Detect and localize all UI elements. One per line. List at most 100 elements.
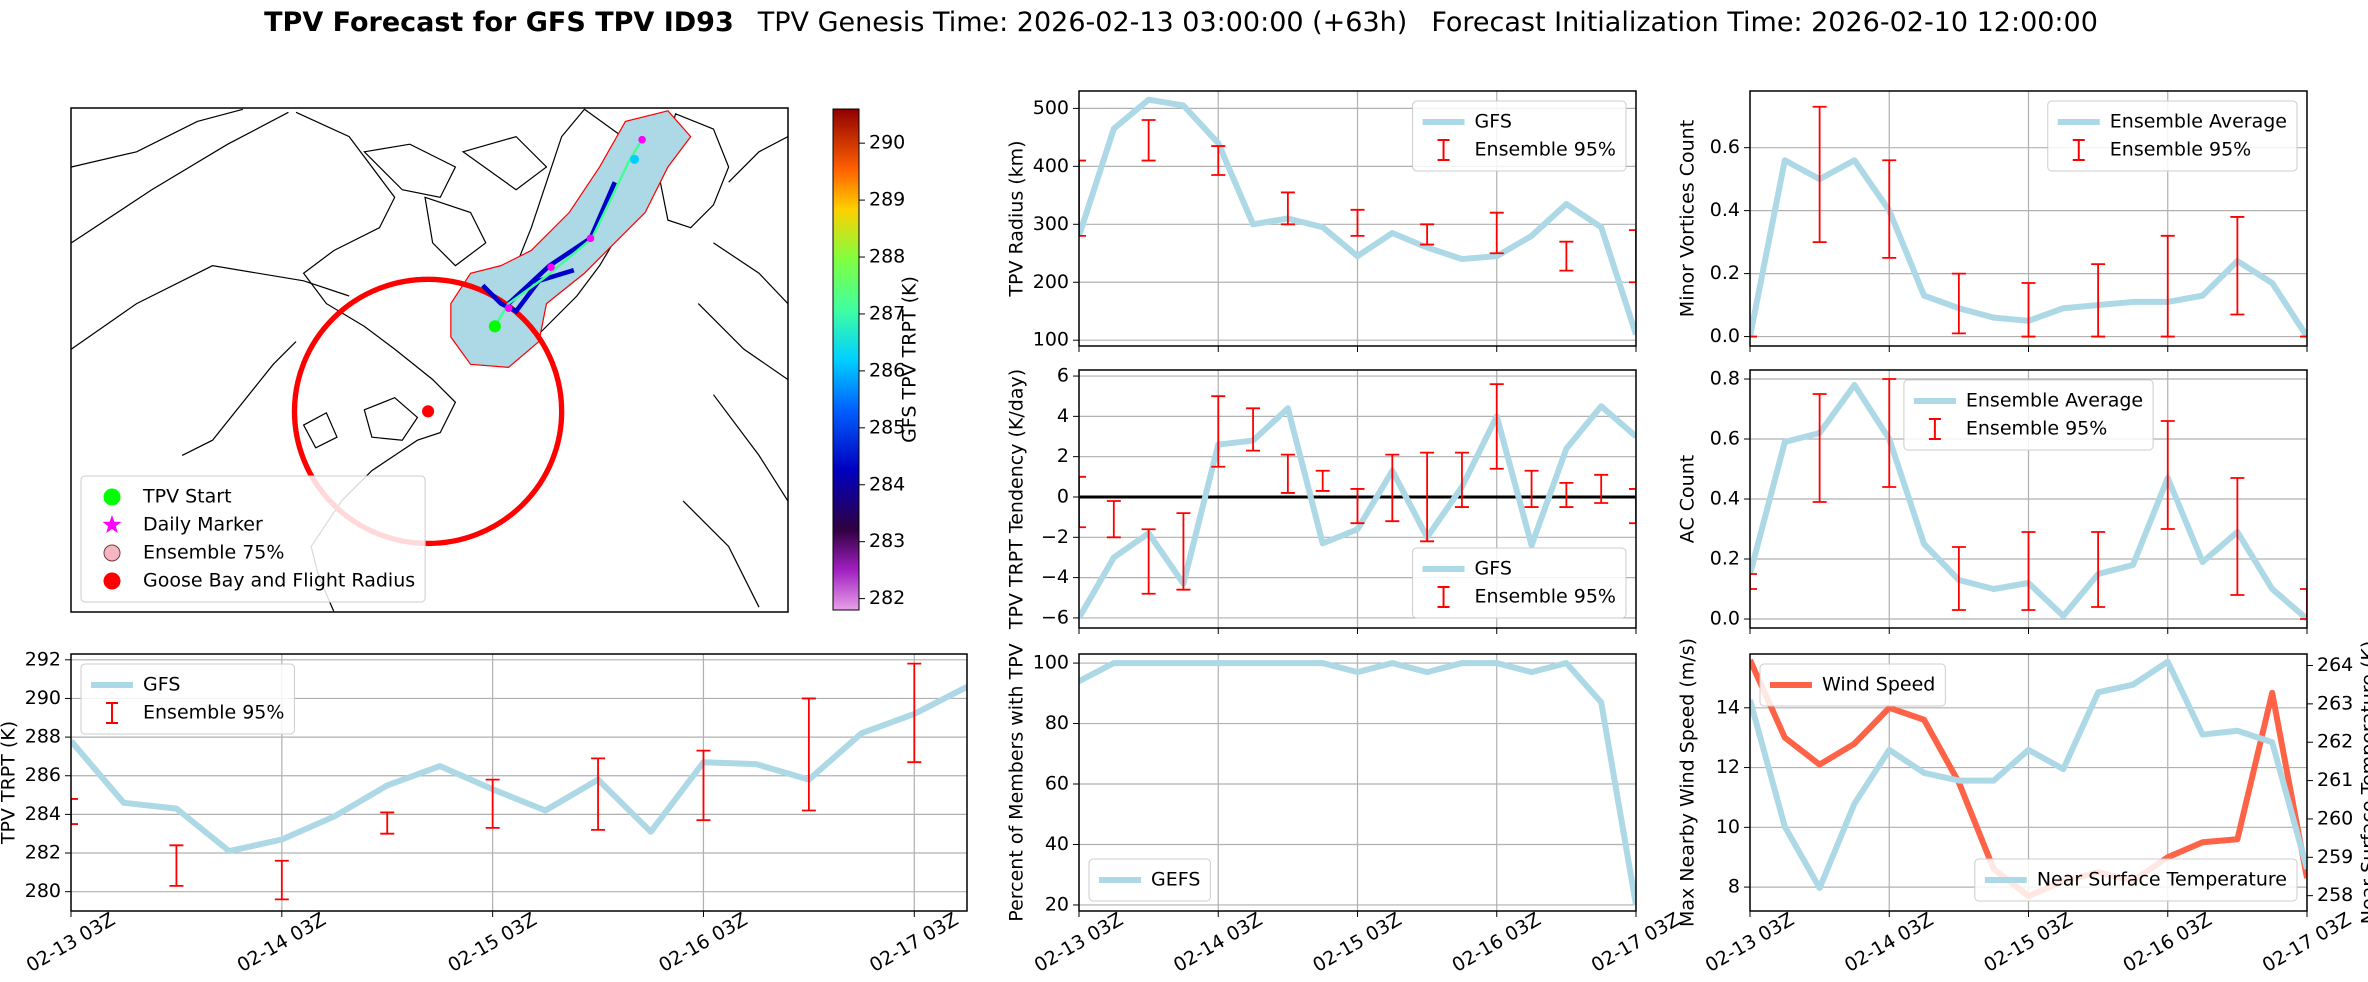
y-tick-label: 280 [25,880,61,902]
legend-marker [103,488,121,506]
title-main: TPV Forecast for GFS TPV ID93 [264,7,734,38]
plot-area [1750,91,2307,346]
legend: GFS Ensemble 95% [80,663,295,735]
y2-tick-label: 259 [2317,846,2353,868]
y-tick-label: 2 [1057,445,1069,467]
error-bar [801,697,816,812]
x-tick-label: 02-17 03Z [866,908,962,976]
map-features [291,110,692,547]
colorbar-tick-label: 285 [869,416,905,438]
error-bar [1176,512,1191,591]
y-axis-label: Max Nearby Wind Speed (m/s) [1677,638,1699,927]
legend-marker [102,515,122,534]
y-tick-label: 20 [1045,893,1069,915]
legend-label: Daily Marker [143,514,263,536]
x-tick-label: 02-13 03Z [1031,908,1127,976]
error-bar [1385,453,1400,523]
error-bar [1211,145,1226,176]
legend-label: Ensemble 95% [2110,139,2251,161]
error-bar [2300,588,2307,620]
y-tick-label: −6 [1041,606,1069,628]
y-tick-label: 6 [1057,365,1069,387]
legend-label: Goose Bay and Flight Radius [143,570,415,592]
legend-label: Ensemble 95% [1966,418,2107,440]
legend-box [80,475,426,603]
colorbar-tick-label: 289 [869,189,905,211]
plot-area [71,654,967,911]
legend: Wind Speed [1759,663,1946,707]
legend-label: Ensemble Average [1966,390,2143,412]
line [71,684,967,855]
map-frame [70,107,789,613]
line [1079,96,1636,336]
y2-tick-label: 263 [2317,692,2353,714]
axes-frame [1749,653,2308,912]
legend-label: TPV Start [142,486,232,508]
y-tick-label: −4 [1041,566,1069,588]
legend: Ensemble Average Ensemble 95% [1903,379,2154,451]
error-bar [907,662,922,764]
y-tick-label: 10 [1716,816,1740,838]
x-tick-label: 02-15 03Z [1309,908,1405,976]
error-bar [1079,159,1086,237]
x-tick-label: 02-17 03Z [2259,908,2355,976]
error-bar [1420,451,1435,543]
y-axis-label: TPV TRPT (K) [0,721,20,845]
error-bar [1882,159,1897,259]
legend-box [1759,663,1946,707]
error-bar [1882,378,1897,488]
error-bar [1106,500,1121,539]
y-tick-label: 288 [25,726,61,748]
legend-marker [106,702,118,724]
y-tick-label: 40 [1045,833,1069,855]
y-tick-label: 0.6 [1710,428,1740,450]
x-tick-label: 02-14 03Z [1170,908,1266,976]
error-bar [1211,395,1226,468]
legend-box [1412,547,1627,619]
axes-frame [1078,653,1637,912]
tpv-start [488,320,501,333]
legend-label: Near Surface Temperature [2037,869,2287,891]
y2-tick-label: 264 [2317,654,2353,676]
axes-frame [1078,369,1637,629]
error-bar [1420,223,1435,246]
x-tick-label: 02-16 03Z [2119,908,2215,976]
y2-tick-label: 258 [2317,884,2353,906]
y-tick-label: 8 [1728,876,1740,898]
plot-area [1079,654,1636,911]
y-tick-label: 0.2 [1710,262,1740,284]
y-tick-label: 400 [1033,155,1069,177]
axes-frame [70,653,968,912]
legend-box [1903,379,2154,451]
legend-label: Wind Speed [1822,674,1935,696]
x-tick-label: 02-15 03Z [444,908,540,976]
error-bar [1079,475,1086,529]
title-init: Forecast Initialization Time: 2026-02-10… [1431,7,2098,38]
legend-box [1412,100,1627,172]
y-tick-label: 80 [1045,712,1069,734]
legend-marker [103,572,121,590]
y-tick-label: 60 [1045,773,1069,795]
y-axis-label: TPV Radius (km) [1006,140,1028,297]
error-bar [591,757,606,831]
x-tick-label: 02-13 03Z [23,908,119,976]
error-bar [2091,531,2106,608]
y-tick-label: 0.4 [1710,488,1740,510]
colorbar-label: GFS TPV TRPT (K) [899,276,921,443]
y-tick-label: 290 [25,687,61,709]
axes-frame [1749,90,2308,347]
plot-area [1079,91,1636,346]
y-tick-label: 0 [1057,485,1069,507]
error-bar [1750,573,1757,590]
legend-marker [103,544,121,562]
y-tick-label: 100 [1033,329,1069,351]
error-bar [274,859,289,901]
axes-frame [1749,369,2308,629]
error-bar [1559,240,1574,272]
y-axis-label: Percent of Members with TPV [1006,643,1028,921]
legend-box [1974,858,2298,902]
y-tick-label: 14 [1716,696,1740,718]
colorbar-tick-label: 288 [869,246,905,268]
x-tick-label: 02-16 03Z [655,908,751,976]
y2-tick-label: 261 [2317,769,2353,791]
